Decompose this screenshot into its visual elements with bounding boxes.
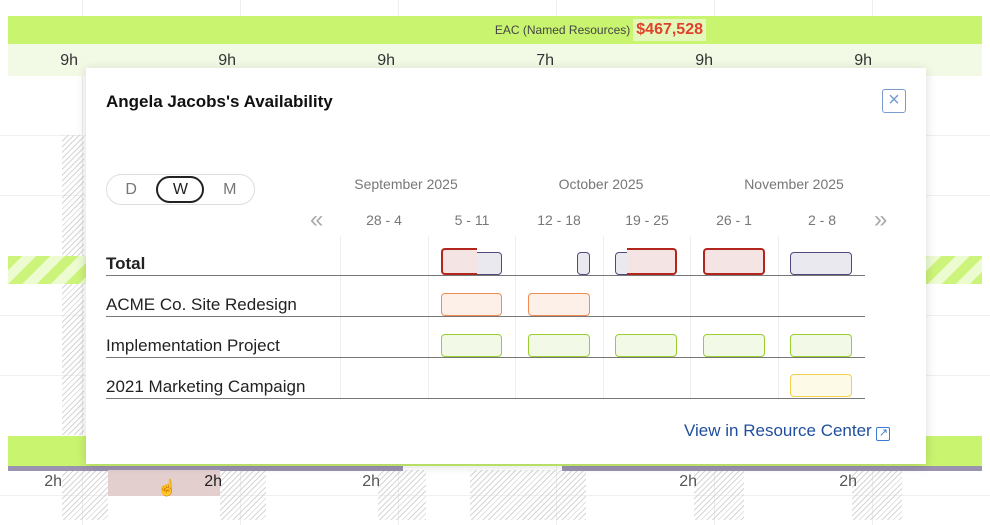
row-divider — [106, 275, 865, 276]
eac-value: $467,528 — [633, 19, 706, 41]
hours-cell[interactable]: 2h — [204, 473, 222, 490]
week-label: 5 - 11 — [454, 212, 490, 228]
prev-chevron-icon[interactable]: « — [310, 206, 324, 233]
column-divider — [778, 236, 779, 398]
nonworking-hatch — [220, 470, 266, 520]
row-label-project: ACME Co. Site Redesign — [106, 295, 297, 314]
toggle-week[interactable]: W — [156, 176, 205, 203]
toggle-day[interactable]: D — [125, 180, 137, 198]
implementation-bar[interactable] — [790, 334, 852, 357]
hours-cell: 9h — [695, 52, 713, 69]
column-divider — [340, 236, 341, 398]
total-under-bar[interactable] — [790, 252, 852, 275]
nonworking-hatch — [694, 470, 744, 520]
column-divider — [428, 236, 429, 398]
week-label: 26 - 1 — [716, 212, 752, 228]
implementation-bar[interactable] — [703, 334, 765, 357]
hours-cell: 9h — [218, 52, 236, 69]
total-over-bar[interactable] — [441, 248, 477, 275]
view-resource-center-link[interactable]: View in Resource Center ↗ — [684, 421, 891, 441]
external-link-icon: ↗ — [876, 427, 891, 441]
month-label: November 2025 — [744, 176, 844, 192]
week-label: 28 - 4 — [366, 212, 402, 228]
total-over-bar[interactable] — [703, 248, 765, 275]
hours-cell: 2h — [362, 473, 380, 490]
assignment-bar[interactable] — [8, 466, 403, 471]
column-divider — [603, 236, 604, 398]
hours-cell: 9h — [60, 52, 78, 69]
column-divider — [690, 236, 691, 398]
week-label: 2 - 8 — [807, 212, 836, 228]
week-label: 19 - 25 — [625, 212, 669, 228]
month-label: September 2025 — [354, 176, 458, 192]
close-icon[interactable]: × — [882, 89, 906, 113]
implementation-bar[interactable] — [441, 334, 502, 357]
nonworking-hatch — [62, 470, 108, 520]
month-label: October 2025 — [558, 176, 644, 192]
nonworking-hatch — [852, 470, 902, 520]
assignment-bar[interactable] — [562, 466, 982, 471]
row-label-project: Implementation Project — [106, 336, 280, 355]
eac-bar: EAC (Named Resources) $467,528 — [8, 16, 982, 44]
hours-cell: 2h — [679, 473, 697, 490]
column-divider — [515, 236, 516, 398]
next-chevron-icon[interactable]: » — [874, 206, 888, 233]
total-over-bar[interactable] — [627, 248, 677, 275]
row-label-project: 2021 Marketing Campaign — [106, 377, 306, 396]
availability-popup: Angela Jacobs's Availability × D W M Sep… — [86, 68, 926, 464]
hours-cell: 7h — [536, 52, 554, 69]
acme-bar[interactable] — [528, 293, 590, 316]
row-divider — [106, 357, 865, 358]
marketing-bar[interactable] — [790, 374, 852, 397]
row-divider — [106, 398, 865, 399]
scale-toggle: D W M — [106, 174, 255, 205]
total-under-bar[interactable] — [577, 252, 590, 275]
eac-label: EAC (Named Resources) — [494, 23, 631, 37]
acme-bar[interactable] — [441, 293, 502, 316]
row-label-total: Total — [106, 254, 146, 273]
hours-cell: 2h — [44, 473, 62, 490]
hours-cell: 9h — [854, 52, 872, 69]
implementation-bar[interactable] — [528, 334, 590, 357]
nonworking-hatch — [62, 135, 84, 435]
hand-cursor-icon: ☝ — [157, 480, 177, 497]
hours-cell: 9h — [377, 52, 395, 69]
toggle-month[interactable]: M — [223, 180, 237, 198]
hours-cell: 2h — [839, 473, 857, 490]
selected-cell[interactable] — [108, 470, 220, 496]
row-divider — [106, 316, 865, 317]
link-text[interactable]: View in Resource Center — [684, 421, 872, 440]
nonworking-hatch — [378, 470, 426, 520]
nonworking-hatch — [470, 470, 586, 520]
popup-title: Angela Jacobs's Availability — [106, 92, 333, 111]
implementation-bar[interactable] — [615, 334, 677, 357]
week-label: 12 - 18 — [537, 212, 581, 228]
